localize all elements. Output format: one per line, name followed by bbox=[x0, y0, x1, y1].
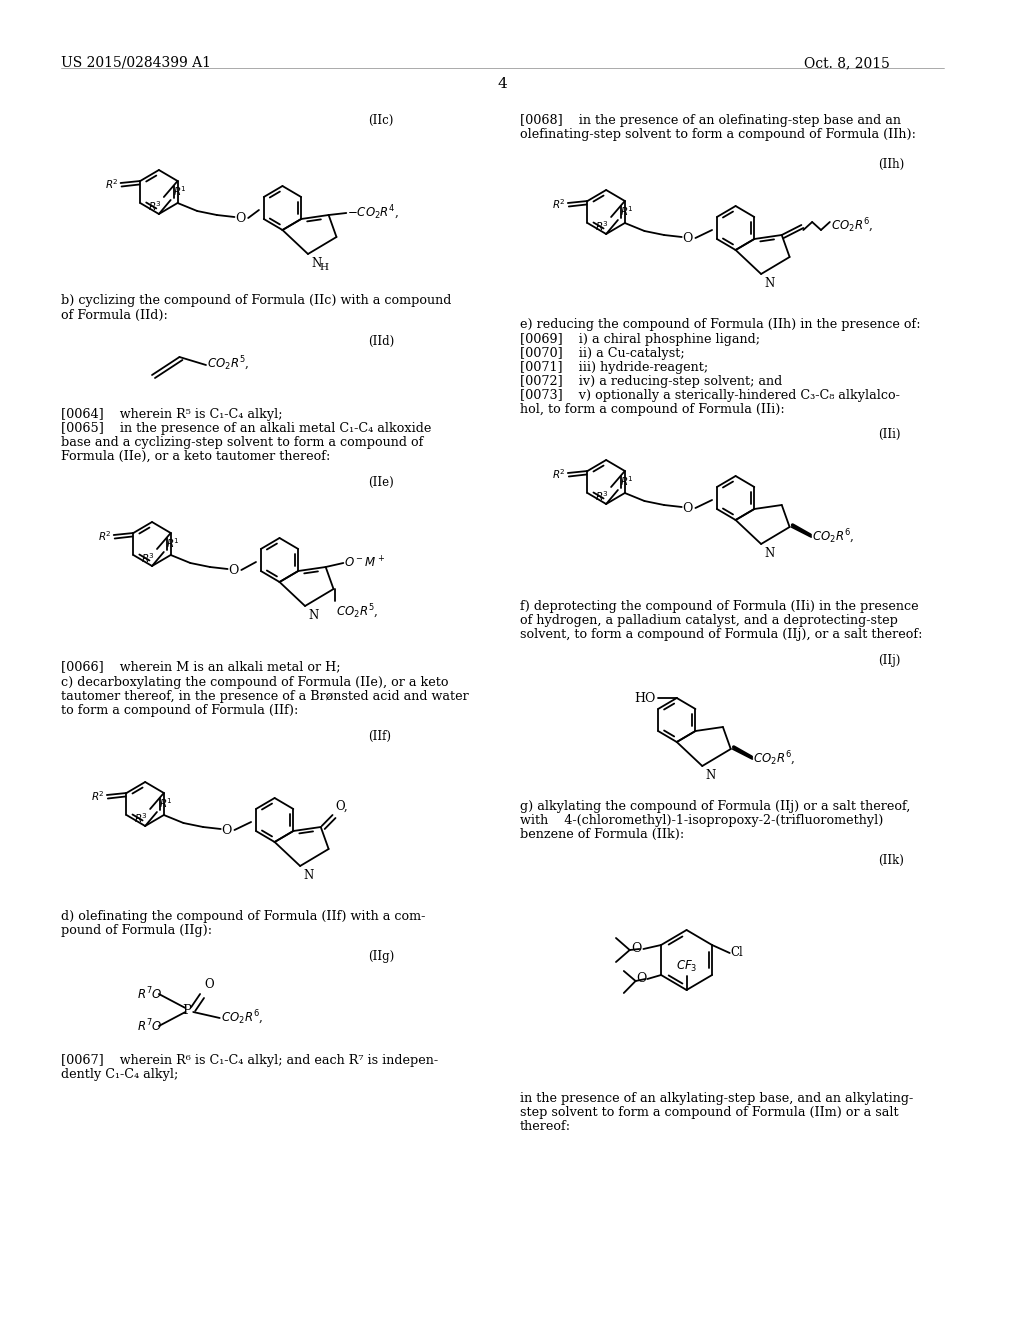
Text: of hydrogen, a palladium catalyst, and a deprotecting-step: of hydrogen, a palladium catalyst, and a… bbox=[520, 614, 898, 627]
Text: O: O bbox=[204, 978, 214, 991]
Text: $R^7O$: $R^7O$ bbox=[137, 1018, 163, 1035]
Text: hol, to form a compound of Formula (IIi):: hol, to form a compound of Formula (IIi)… bbox=[520, 403, 784, 416]
Text: $CO_2R^6$,: $CO_2R^6$, bbox=[221, 1008, 263, 1027]
Text: N: N bbox=[311, 257, 322, 271]
Text: US 2015/0284399 A1: US 2015/0284399 A1 bbox=[60, 55, 211, 70]
Text: $CO_2R^5$,: $CO_2R^5$, bbox=[207, 355, 249, 374]
Text: thereof:: thereof: bbox=[520, 1119, 571, 1133]
Text: (IIc): (IIc) bbox=[368, 114, 393, 127]
Text: N: N bbox=[308, 609, 318, 622]
Text: [0070]    ii) a Cu-catalyst;: [0070] ii) a Cu-catalyst; bbox=[520, 347, 684, 360]
Text: O: O bbox=[683, 502, 693, 515]
Text: $R^2$: $R^2$ bbox=[98, 529, 112, 543]
Text: N: N bbox=[706, 770, 716, 781]
Text: $R^3$: $R^3$ bbox=[595, 219, 609, 232]
Text: step solvent to form a compound of Formula (IIm) or a salt: step solvent to form a compound of Formu… bbox=[520, 1106, 898, 1119]
Text: in the presence of an alkylating-step base, and an alkylating-: in the presence of an alkylating-step ba… bbox=[520, 1092, 913, 1105]
Text: H: H bbox=[319, 263, 329, 272]
Text: $R^1$: $R^1$ bbox=[159, 796, 173, 810]
Text: benzene of Formula (IIk):: benzene of Formula (IIk): bbox=[520, 828, 684, 841]
Text: [0064]    wherein R⁵ is C₁-C₄ alkyl;: [0064] wherein R⁵ is C₁-C₄ alkyl; bbox=[60, 408, 283, 421]
Text: [0068]    in the presence of an olefinating-step base and an: [0068] in the presence of an olefinating… bbox=[520, 114, 901, 127]
Text: O: O bbox=[631, 942, 641, 956]
Text: solvent, to form a compound of Formula (IIj), or a salt thereof:: solvent, to form a compound of Formula (… bbox=[520, 628, 923, 642]
Text: N: N bbox=[764, 277, 774, 290]
Text: HO: HO bbox=[634, 692, 655, 705]
Text: $CF_3$: $CF_3$ bbox=[676, 958, 697, 974]
Text: (IIj): (IIj) bbox=[878, 653, 900, 667]
Text: $R^2$: $R^2$ bbox=[104, 177, 119, 191]
Text: N: N bbox=[764, 546, 774, 560]
Text: with    4-(chloromethyl)-1-isopropoxy-2-(trifluoromethyl): with 4-(chloromethyl)-1-isopropoxy-2-(tr… bbox=[520, 814, 884, 828]
Text: O: O bbox=[228, 564, 239, 577]
Text: $O^-M^+$: $O^-M^+$ bbox=[344, 556, 385, 570]
Text: f) deprotecting the compound of Formula (IIi) in the presence: f) deprotecting the compound of Formula … bbox=[520, 601, 919, 612]
Text: d) olefinating the compound of Formula (IIf) with a com-: d) olefinating the compound of Formula (… bbox=[60, 909, 425, 923]
Text: $R^1$: $R^1$ bbox=[620, 205, 634, 218]
Text: [0066]    wherein M is an alkali metal or H;: [0066] wherein M is an alkali metal or H… bbox=[60, 660, 340, 673]
Text: [0065]    in the presence of an alkali metal C₁-C₄ alkoxide: [0065] in the presence of an alkali meta… bbox=[60, 422, 431, 436]
Text: [0073]    v) optionally a sterically-hindered C₃-C₈ alkylalco-: [0073] v) optionally a sterically-hinder… bbox=[520, 389, 900, 403]
Text: Oct. 8, 2015: Oct. 8, 2015 bbox=[804, 55, 890, 70]
Text: $-CO_2R^4$,: $-CO_2R^4$, bbox=[347, 205, 399, 222]
Text: [0069]    i) a chiral phosphine ligand;: [0069] i) a chiral phosphine ligand; bbox=[520, 333, 760, 346]
Text: (IIh): (IIh) bbox=[878, 158, 904, 172]
Text: P: P bbox=[182, 1003, 190, 1016]
Text: base and a cyclizing-step solvent to form a compound of: base and a cyclizing-step solvent to for… bbox=[60, 436, 423, 449]
Text: g) alkylating the compound of Formula (IIj) or a salt thereof,: g) alkylating the compound of Formula (I… bbox=[520, 800, 910, 813]
Text: $R^1$: $R^1$ bbox=[620, 474, 634, 488]
Text: (IIg): (IIg) bbox=[368, 950, 394, 964]
Text: $R^3$: $R^3$ bbox=[147, 199, 162, 213]
Text: pound of Formula (IIg):: pound of Formula (IIg): bbox=[60, 924, 212, 937]
Text: [0071]    iii) hydride-reagent;: [0071] iii) hydride-reagent; bbox=[520, 360, 708, 374]
Text: (IIi): (IIi) bbox=[878, 428, 900, 441]
Text: $R^3$: $R^3$ bbox=[134, 810, 148, 825]
Text: $R^1$: $R^1$ bbox=[166, 536, 180, 550]
Text: O: O bbox=[222, 824, 232, 837]
Text: O: O bbox=[636, 973, 646, 986]
Text: O: O bbox=[683, 231, 693, 244]
Text: N: N bbox=[303, 869, 313, 882]
Text: $CO_2R^6$,: $CO_2R^6$, bbox=[830, 216, 873, 235]
Text: [0067]    wherein R⁶ is C₁-C₄ alkyl; and each R⁷ is indepen-: [0067] wherein R⁶ is C₁-C₄ alkyl; and ea… bbox=[60, 1053, 438, 1067]
Text: 4: 4 bbox=[498, 77, 507, 91]
Text: b) cyclizing the compound of Formula (IIc) with a compound: b) cyclizing the compound of Formula (II… bbox=[60, 294, 452, 308]
Text: (IIk): (IIk) bbox=[878, 854, 904, 867]
Text: O,: O, bbox=[336, 800, 348, 813]
Text: $R^3$: $R^3$ bbox=[141, 550, 155, 565]
Text: $R^2$: $R^2$ bbox=[552, 467, 566, 480]
Text: $CO_2R^5$,: $CO_2R^5$, bbox=[337, 603, 379, 622]
Text: $R^1$: $R^1$ bbox=[173, 185, 186, 198]
Text: Formula (IIe), or a keto tautomer thereof:: Formula (IIe), or a keto tautomer thereo… bbox=[60, 450, 330, 463]
Text: $CO_2R^6$,: $CO_2R^6$, bbox=[754, 750, 796, 768]
Text: Cl: Cl bbox=[731, 946, 743, 960]
Text: of Formula (IId):: of Formula (IId): bbox=[60, 309, 168, 322]
Text: (IId): (IId) bbox=[368, 335, 394, 348]
Text: [0072]    iv) a reducing-step solvent; and: [0072] iv) a reducing-step solvent; and bbox=[520, 375, 782, 388]
Text: (IIe): (IIe) bbox=[368, 477, 393, 488]
Text: to form a compound of Formula (IIf):: to form a compound of Formula (IIf): bbox=[60, 704, 298, 717]
Text: $R^2$: $R^2$ bbox=[552, 197, 566, 211]
Text: c) decarboxylating the compound of Formula (IIe), or a keto: c) decarboxylating the compound of Formu… bbox=[60, 676, 449, 689]
Text: $R^3$: $R^3$ bbox=[595, 488, 609, 503]
Text: O: O bbox=[236, 211, 246, 224]
Text: e) reducing the compound of Formula (IIh) in the presence of:: e) reducing the compound of Formula (IIh… bbox=[520, 318, 921, 331]
Text: dently C₁-C₄ alkyl;: dently C₁-C₄ alkyl; bbox=[60, 1068, 178, 1081]
Text: tautomer thereof, in the presence of a Brønsted acid and water: tautomer thereof, in the presence of a B… bbox=[60, 690, 469, 704]
Text: olefinating-step solvent to form a compound of Formula (IIh):: olefinating-step solvent to form a compo… bbox=[520, 128, 915, 141]
Text: $CO_2R^6$,: $CO_2R^6$, bbox=[812, 528, 854, 546]
Text: $R^2$: $R^2$ bbox=[91, 789, 104, 803]
Text: (IIf): (IIf) bbox=[368, 730, 391, 743]
Text: $R^7O$: $R^7O$ bbox=[137, 986, 163, 1002]
